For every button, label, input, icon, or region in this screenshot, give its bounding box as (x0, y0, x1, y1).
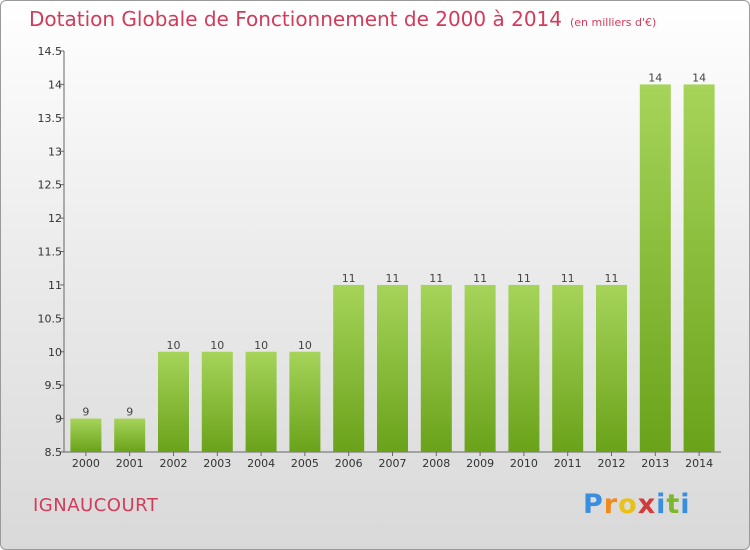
bar (596, 284, 627, 452)
logo-letter: x (637, 489, 657, 520)
proxiti-logo: Proxiti (583, 489, 691, 520)
bar (420, 284, 452, 452)
value-label: 11 (473, 272, 487, 285)
bar (508, 284, 540, 452)
value-label: 11 (386, 272, 400, 285)
bar (639, 84, 671, 453)
x-tick-label: 2011 (554, 457, 582, 470)
x-tick-label: 2004 (247, 457, 275, 470)
logo-letter: t (666, 489, 681, 520)
y-tick-label: 9.5 (45, 379, 63, 392)
logo-letter: i (656, 489, 667, 520)
logo-letter: o (618, 489, 638, 520)
logo-letter: r (603, 489, 619, 520)
value-label: 10 (167, 339, 181, 352)
y-tick-label: 9 (55, 413, 62, 426)
x-tick-label: 2000 (72, 457, 100, 470)
y-tick-label: 13 (48, 145, 62, 158)
bar (201, 351, 233, 452)
bar (70, 418, 102, 452)
value-label: 9 (82, 406, 89, 419)
bar (552, 284, 584, 452)
value-label: 11 (605, 272, 619, 285)
bar (377, 284, 408, 452)
x-tick-label: 2005 (291, 457, 319, 470)
bar (464, 284, 496, 452)
bar (114, 418, 146, 452)
commune-name: IGNAUCOURT (33, 495, 159, 516)
bar (289, 351, 321, 452)
x-tick-label: 2014 (685, 457, 713, 470)
bar (683, 84, 715, 453)
value-label: 11 (561, 272, 575, 285)
value-label: 14 (692, 71, 706, 84)
y-tick-label: 11 (48, 279, 62, 292)
value-label: 14 (648, 71, 662, 84)
x-tick-label: 2013 (641, 457, 669, 470)
y-tick-label: 14.5 (38, 45, 63, 58)
logo-letter: P (583, 489, 604, 520)
x-tick-label: 2006 (335, 457, 363, 470)
value-label: 10 (254, 339, 268, 352)
x-tick-label: 2001 (116, 457, 144, 470)
x-tick-label: 2007 (379, 457, 407, 470)
bar (158, 351, 189, 452)
y-tick-label: 10 (48, 346, 62, 359)
y-tick-label: 13.5 (38, 112, 63, 125)
chart-title-text: Dotation Globale de Fonctionnement de 20… (29, 7, 562, 31)
value-label: 10 (210, 339, 224, 352)
chart-subtitle: (en milliers d'€) (570, 16, 657, 29)
y-tick-label: 12 (48, 212, 62, 225)
logo-letter: i (680, 489, 691, 520)
bar (245, 351, 277, 452)
value-label: 11 (342, 272, 356, 285)
x-tick-label: 2012 (598, 457, 626, 470)
chart-title: Dotation Globale de Fonctionnement de 20… (29, 7, 656, 31)
value-label: 9 (126, 406, 133, 419)
bar (333, 284, 365, 452)
y-tick-label: 12.5 (38, 179, 63, 192)
x-tick-label: 2002 (160, 457, 188, 470)
x-tick-label: 2008 (422, 457, 450, 470)
value-label: 10 (298, 339, 312, 352)
y-tick-label: 10.5 (38, 312, 63, 325)
y-tick-label: 11.5 (38, 246, 63, 259)
value-label: 11 (517, 272, 531, 285)
value-label: 11 (429, 272, 443, 285)
x-tick-label: 2010 (510, 457, 538, 470)
y-tick-label: 8.5 (45, 446, 63, 459)
y-tick-label: 14 (48, 78, 62, 91)
x-tick-label: 2009 (466, 457, 494, 470)
x-tick-label: 2003 (203, 457, 231, 470)
